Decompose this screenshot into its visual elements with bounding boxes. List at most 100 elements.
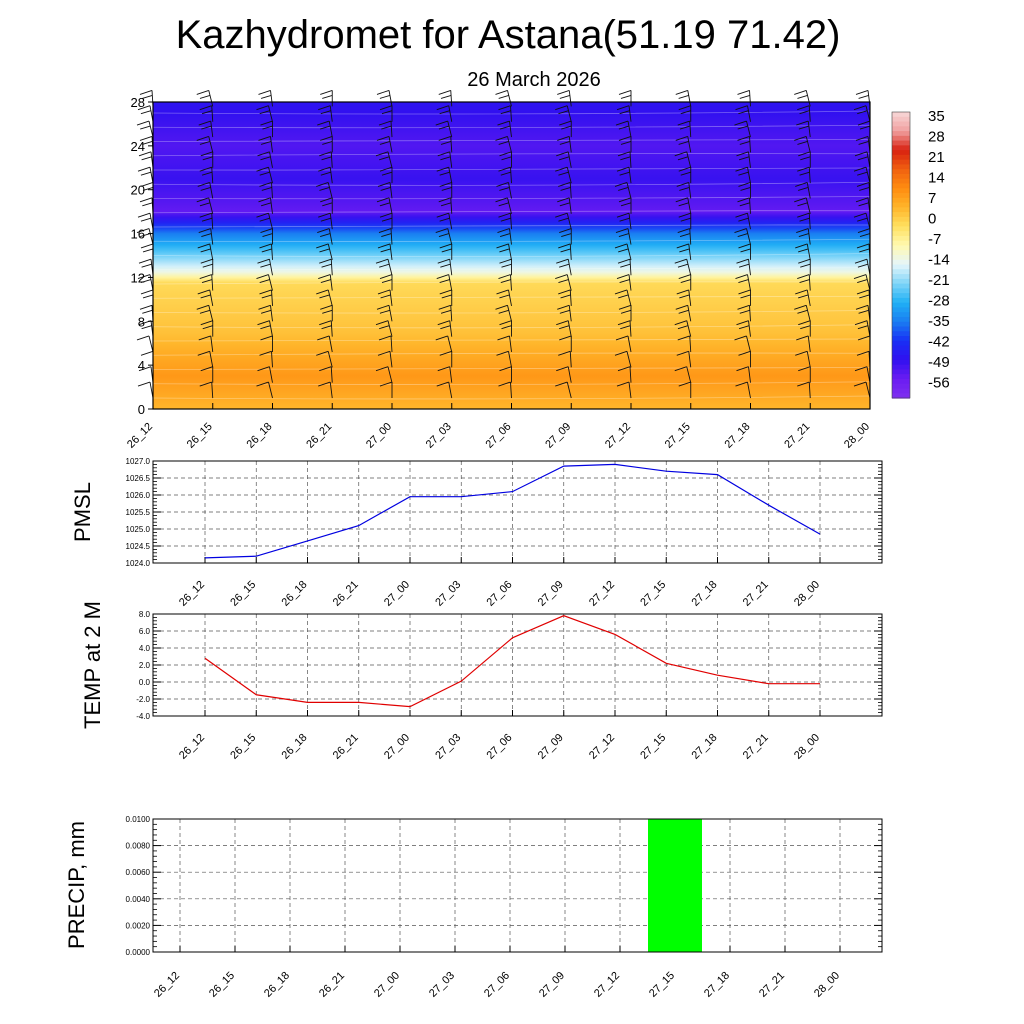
wind-barb [498, 105, 512, 122]
wind-barb [319, 366, 333, 383]
wind-barb [437, 320, 453, 337]
heat-tick-label-27_15: 27_15 [663, 421, 693, 451]
wind-barb [853, 274, 871, 291]
temp-2m-tick-label-26_18: 26_18 [280, 732, 310, 762]
cross-section-field [153, 102, 870, 409]
heat-tick-label-27_09: 27_09 [543, 421, 573, 451]
colorbar-swatch [892, 121, 910, 127]
colorbar-swatch [892, 231, 910, 237]
wind-barb [556, 320, 572, 337]
colorbar-swatch [892, 183, 910, 189]
colorbar-swatch [892, 126, 910, 132]
colorbar-swatch [892, 202, 910, 208]
wind-barb [320, 89, 333, 107]
wind-barb [317, 228, 333, 245]
colorbar-label-14: 14 [928, 170, 945, 187]
wind-barb [616, 105, 632, 122]
pmsl-tick-label-27_06: 27_06 [485, 579, 515, 609]
y-tick-label-28: 28 [131, 95, 145, 110]
y-tick-label-12: 12 [131, 270, 145, 285]
y-tick-label-0.0060: 0.0060 [126, 868, 151, 877]
wind-barb [199, 274, 214, 291]
wind-barb [438, 304, 453, 322]
wind-barb [200, 366, 214, 383]
temp-2m-tick-label-27_21: 27_21 [741, 732, 771, 762]
wind-barb [257, 258, 273, 276]
wind-barb [615, 335, 632, 353]
wind-barb [615, 120, 632, 138]
contour-line [152, 196, 871, 200]
wind-barb [317, 335, 333, 353]
wind-barb [256, 212, 273, 230]
cross-section-panel: 0 4 8 12 16 20 24 28 26_12 26_15 26_18 26_21 27_00 27… [125, 89, 872, 451]
contour-line [152, 110, 871, 115]
wind-barb [499, 320, 512, 337]
wind-barb [853, 105, 871, 122]
colorbar-swatch [892, 336, 910, 342]
colorbar-swatch [892, 278, 910, 285]
wind-barb [496, 350, 512, 368]
contour-line [152, 124, 871, 129]
wind-barb [319, 320, 333, 337]
heat-tick-label-27_03: 27_03 [424, 421, 454, 451]
wind-barb [258, 304, 273, 322]
wind-barb [197, 243, 214, 260]
temp-2m-tick-label-26_12: 26_12 [177, 732, 207, 762]
wind-barb [797, 212, 811, 230]
wind-barb [498, 274, 512, 291]
y-tick-label-8: 8 [138, 314, 145, 329]
wind-barb [435, 120, 453, 138]
wind-barb [795, 243, 811, 260]
y-tick-label-0.0000: 0.0000 [126, 948, 151, 957]
wind-barb [316, 182, 333, 199]
wind-barb [439, 182, 453, 199]
wind-barb [735, 166, 751, 184]
wind-barb [795, 350, 811, 368]
colorbar-swatch [892, 250, 910, 256]
contour-line [152, 352, 871, 356]
panel-frame [152, 818, 883, 953]
pmsl-tick-label-27_21: 27_21 [741, 579, 771, 609]
colorbar-swatch [892, 302, 910, 309]
wind-barb [376, 89, 393, 107]
colorbar-label--21: -21 [928, 272, 950, 289]
wind-barb [614, 350, 632, 368]
wind-barb [797, 166, 811, 184]
wind-barb [614, 289, 632, 307]
wind-barb [376, 304, 393, 322]
wind-barb [496, 243, 512, 260]
wind-barb [676, 243, 692, 260]
wind-barb [496, 289, 512, 307]
wind-barb [256, 381, 273, 399]
wind-barb [260, 120, 273, 138]
wind-barb [557, 197, 572, 214]
wind-barb [495, 136, 512, 153]
colorbar-swatch [892, 140, 910, 146]
colorbar-swatch [892, 297, 910, 304]
colorbar-swatch [892, 264, 910, 270]
colorbar-swatch [892, 364, 910, 370]
chart-subtitle: 26 March 2026 [467, 69, 600, 91]
y-tick-label-0.0: 0.0 [139, 678, 151, 687]
wind-barb [257, 320, 273, 337]
wind-barb [197, 350, 214, 368]
wind-barb [676, 182, 692, 199]
wind-barb [555, 274, 572, 291]
heat-tick-label-27_06: 27_06 [484, 421, 514, 451]
wind-barb [676, 289, 692, 306]
wind-barb [678, 381, 692, 399]
wind-barb [618, 136, 632, 153]
wind-barb [678, 212, 692, 230]
chart-title: Kazhydromet for Astana(51.19 71.42) [176, 13, 841, 57]
temp-2m-tick-label-27_03: 27_03 [433, 732, 463, 762]
temp-2m-tick-label-27_12: 27_12 [587, 732, 617, 762]
wind-barb [200, 151, 214, 168]
colorbar-swatch [892, 150, 910, 156]
wind-barb [138, 151, 154, 168]
wind-barb [616, 381, 632, 399]
wind-barb [738, 289, 751, 306]
precip-tick-label-27_12: 27_12 [592, 970, 622, 1000]
wind-barb [796, 228, 811, 245]
wind-barb [616, 274, 632, 291]
wind-barb [316, 243, 333, 260]
